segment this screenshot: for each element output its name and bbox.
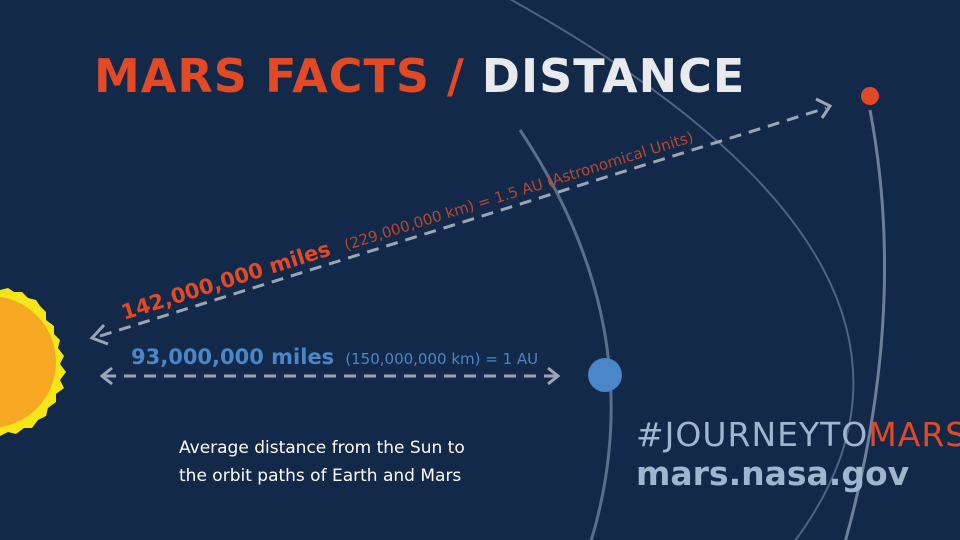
- mars-distance-miles: 142,000,000 miles: [118, 237, 333, 325]
- svg-text:142,000,000 miles (229,0: 142,000,000 miles (229,000,000 km) = 1.5…: [118, 123, 696, 325]
- sun-icon: [0, 288, 66, 436]
- earth-distance-label: 93,000,000 miles (150,000,000 km) = 1 AU: [131, 345, 538, 369]
- journey-to-mars-hashtag: #JOURNEYTOMARS: [636, 414, 960, 456]
- title-mars-facts: MARS FACTS: [94, 49, 430, 103]
- caption-line-2: the orbit paths of Earth and Mars: [179, 466, 462, 486]
- hashtag-prefix: #JOURNEYTO: [636, 415, 869, 454]
- earth-planet-icon: [588, 358, 622, 392]
- caption: Average distance from the Sun to the orb…: [179, 434, 465, 490]
- mars-distance-detail: (229,000,000 km) = 1.5 AU (Astronomical …: [342, 128, 696, 254]
- mars-distance-line: [99, 106, 827, 338]
- mars-orbit-path-inner: [844, 109, 887, 540]
- mars-arrowhead-right: [815, 97, 833, 119]
- mars-distance-label: 142,000,000 miles (229,000,000 km) = 1.5…: [118, 123, 696, 325]
- mars-planet-icon: [861, 87, 879, 105]
- caption-line-1: Average distance from the Sun to: [179, 438, 465, 458]
- mars-arrowhead-left: [89, 323, 109, 346]
- title-distance: DISTANCE: [481, 49, 746, 103]
- title-separator: /: [429, 49, 482, 103]
- earth-distance-miles: 93,000,000 miles: [131, 345, 334, 369]
- hashtag-suffix: MARS: [868, 415, 960, 454]
- page-title: MARS FACTS / DISTANCE: [94, 46, 745, 106]
- earth-distance-detail: (150,000,000 km) = 1 AU: [345, 350, 538, 368]
- earth-arrowhead-left: [99, 366, 113, 386]
- earth-orbit-path: [518, 129, 613, 540]
- earth-arrowhead-right: [547, 366, 561, 386]
- mars-orbit-path: [509, 0, 855, 540]
- website-url[interactable]: mars.nasa.gov: [636, 454, 910, 493]
